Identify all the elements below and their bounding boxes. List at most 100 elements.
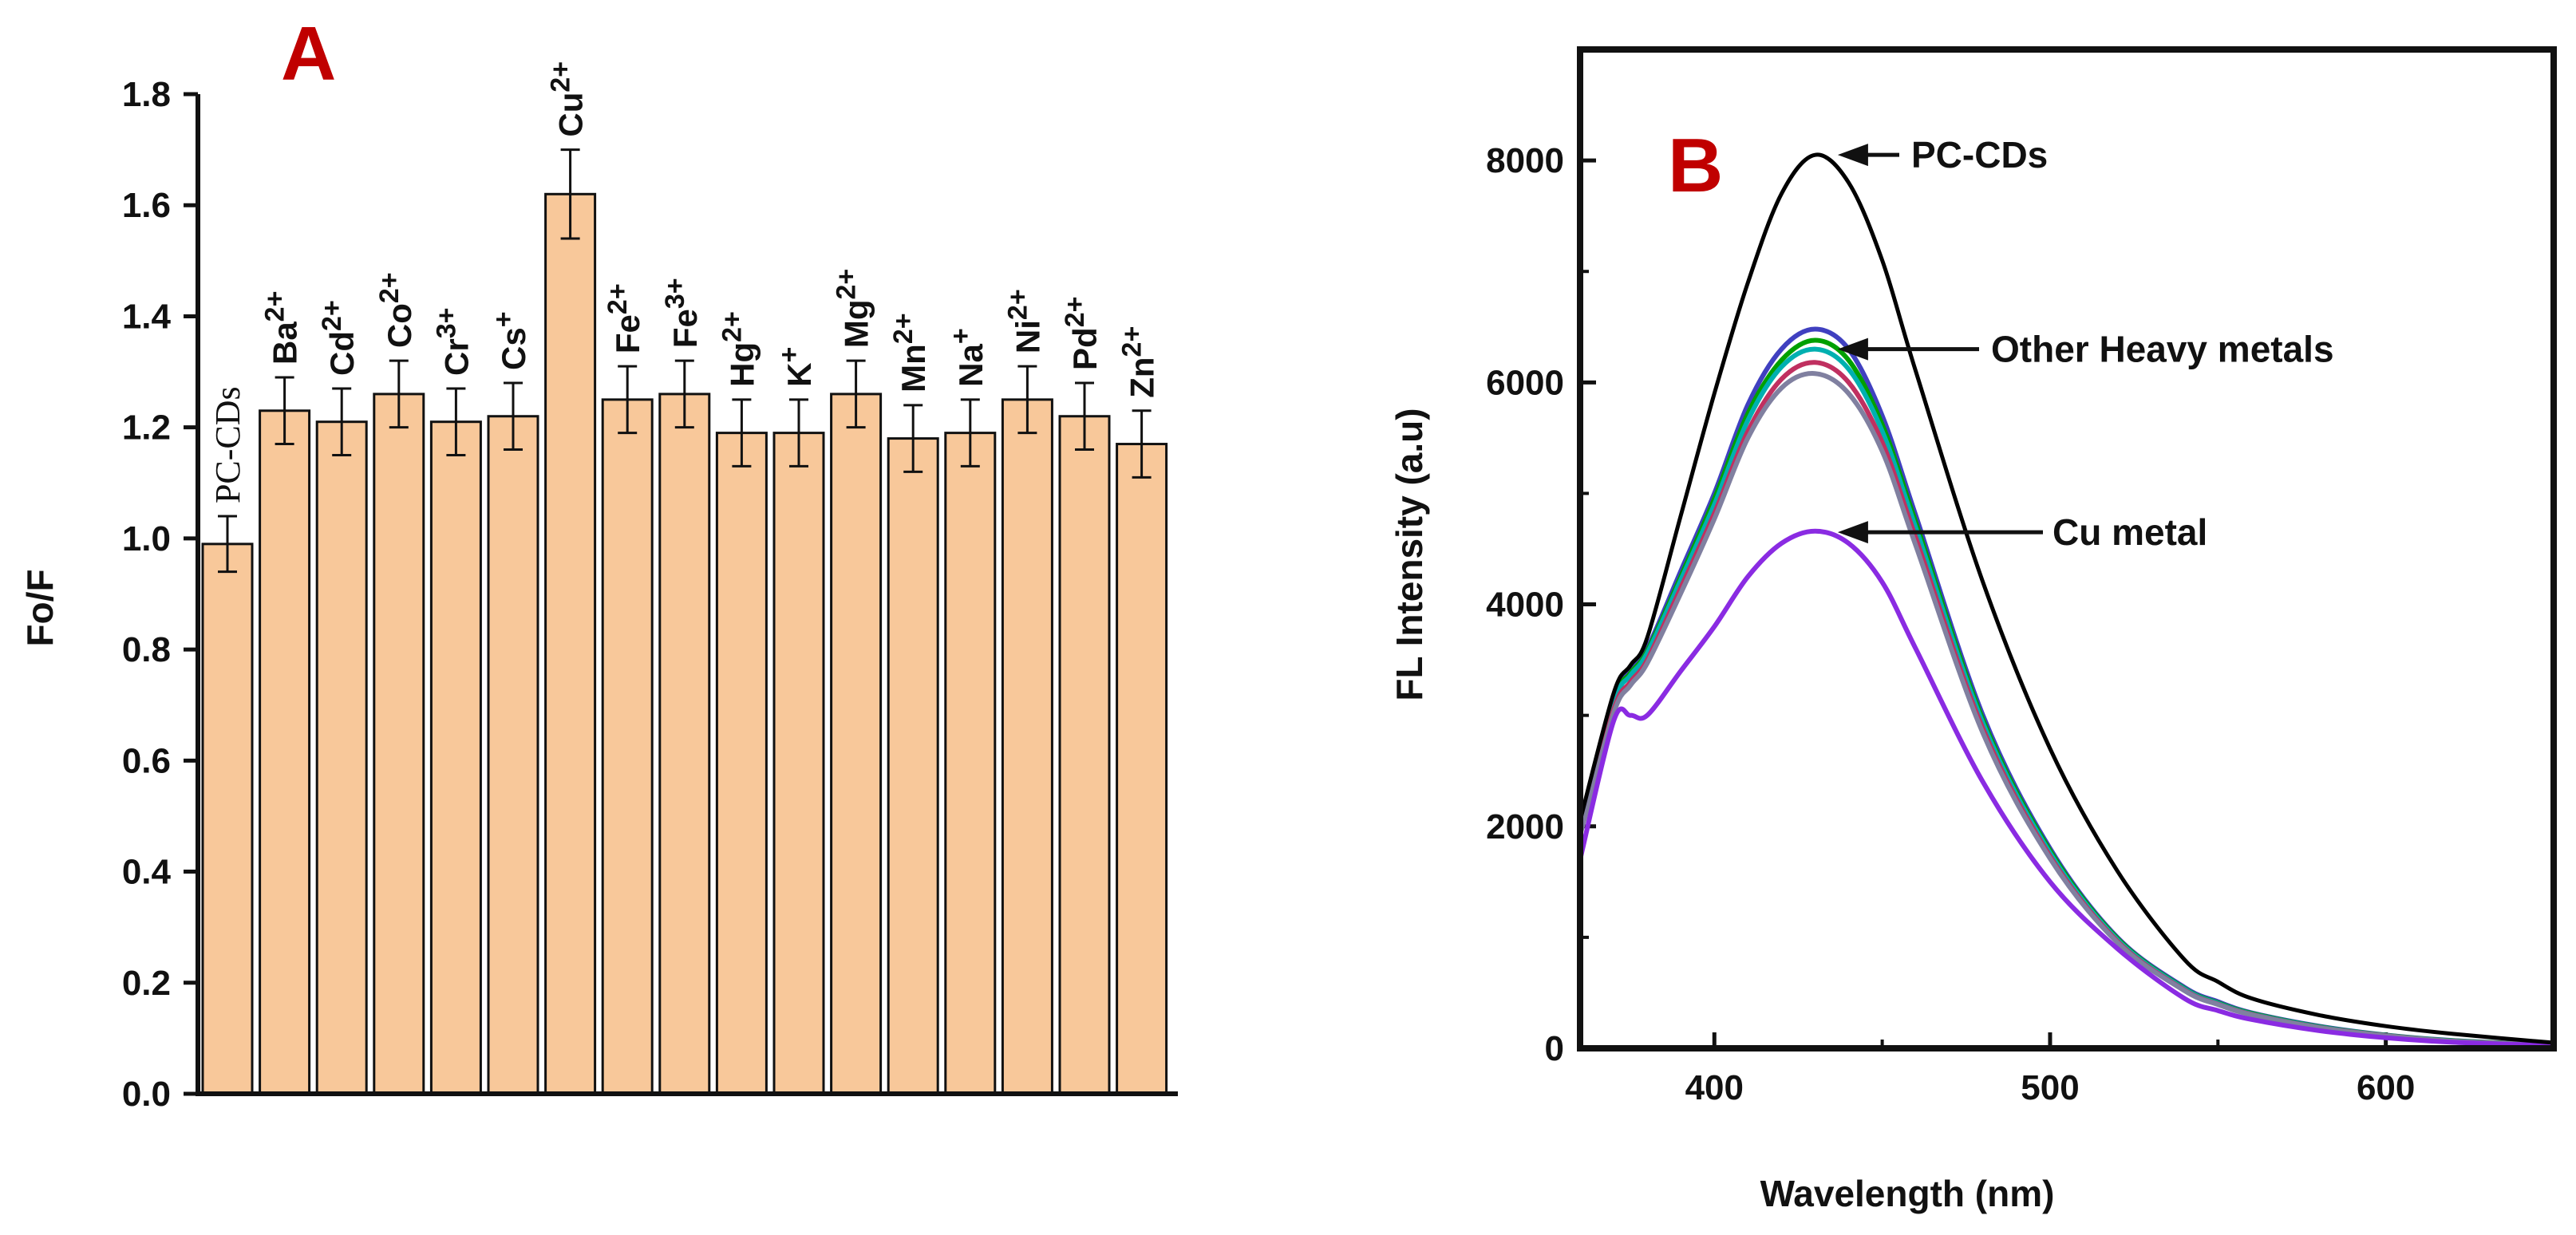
bar (887, 437, 939, 1095)
category-label-charge: + (946, 328, 976, 344)
category-label: Mn2+ (888, 313, 932, 392)
category-label-base: Cd (323, 331, 361, 376)
category-label: Fe3+ (660, 278, 704, 348)
category-label-base: Ba (267, 322, 304, 365)
panel-a-y-tick-label: 1.4 (122, 297, 172, 336)
category-label-base: Hg (723, 342, 761, 387)
annotation-arrow-head (1837, 521, 1868, 544)
panel-a-y-tick-label: 1.8 (122, 75, 171, 114)
panel-b-x-tick-label: 400 (1685, 1068, 1744, 1107)
category-label-base: Cr (437, 338, 475, 376)
annotation-label: Cu metal (2053, 511, 2207, 553)
panel-b-y-tick-label: 2000 (1486, 807, 1564, 846)
panel-a-y-tick-label: 0.0 (122, 1075, 171, 1114)
bar (944, 432, 997, 1095)
category-label: Cr3+ (431, 307, 475, 375)
panel-b-plot-frame (1577, 46, 2557, 1052)
category-label-charge: 2+ (717, 311, 747, 342)
panel-b-y-tick-label: 6000 (1486, 363, 1564, 402)
annotation-label: Other Heavy metals (1991, 329, 2334, 370)
category-label-base: Fe (609, 314, 646, 353)
bar (315, 420, 368, 1095)
category-label-charge: 2+ (888, 313, 919, 344)
panel-a-y-tick-label: 1.0 (122, 519, 171, 558)
category-label-base: Fe (666, 309, 704, 348)
panel-b-label: B (1668, 123, 1723, 208)
bar (830, 393, 883, 1095)
category-label: PC-CDs (208, 386, 247, 503)
category-label-charge: 2+ (260, 291, 290, 322)
bar (772, 432, 825, 1095)
category-label: Zn2+ (1117, 326, 1161, 398)
bar (201, 543, 254, 1095)
category-label-base: Na (952, 344, 990, 387)
annotation-arrow-head (1837, 144, 1868, 167)
category-label: K+ (774, 347, 818, 387)
category-label-charge: 2+ (832, 269, 862, 300)
bar (544, 192, 597, 1095)
panel-b-x-axis-title: Wavelength (nm) (1760, 1173, 2055, 1214)
annotation-label: PC-CDs (1911, 134, 2048, 176)
series-line-pc-cds (1578, 152, 2554, 1045)
category-label-charge: 2+ (603, 283, 633, 314)
panel-b-y-tick-label: 0 (1545, 1029, 1564, 1068)
category-label: Pd2+ (1060, 297, 1104, 370)
panel-b-y-axis-title: FL Intensity (a.u) (1389, 408, 1430, 700)
panel-b-y-tick-label: 4000 (1486, 586, 1564, 625)
category-label: Co2+ (374, 272, 418, 348)
series-line-cu-metal (1578, 528, 2554, 1048)
category-label: Fe2+ (603, 283, 646, 353)
bar (715, 432, 768, 1095)
bar (259, 409, 311, 1095)
bar (1116, 443, 1168, 1095)
bar (658, 393, 711, 1095)
series-line-heavy-metal (1578, 371, 2554, 1048)
category-label-charge: 2+ (1002, 289, 1033, 320)
series-line-heavy-metal (1578, 346, 2554, 1048)
category-label-base: Co (381, 303, 418, 348)
panel-a-label: A (281, 11, 336, 97)
panel-a-y-tick-label: 0.6 (122, 741, 171, 780)
panel-b-x-tick-label: 500 (2021, 1068, 2079, 1107)
panel-a-y-tick-label: 1.2 (122, 408, 171, 448)
category-label-charge: 2+ (1060, 297, 1090, 328)
category-label-base: Ni (1009, 320, 1046, 353)
bar (487, 415, 539, 1095)
category-label: Cs+ (488, 311, 532, 370)
category-label-charge: 3+ (660, 278, 690, 309)
category-label-base: Zn (1124, 357, 1161, 397)
category-label-base: Mn (895, 344, 932, 393)
category-label: Na+ (946, 328, 990, 387)
category-label-base: K (780, 363, 818, 387)
bar (373, 393, 425, 1095)
category-label-charge: 2+ (546, 61, 576, 93)
category-label-charge: 2+ (317, 300, 347, 331)
category-label-charge: + (774, 347, 804, 363)
bar (1058, 415, 1111, 1095)
panel-a-y-tick-label: 0.4 (122, 853, 172, 892)
series-line-heavy-metal (1578, 326, 2554, 1048)
bar (601, 398, 654, 1095)
category-label-charge: 3+ (431, 307, 461, 338)
category-label: Ba2+ (260, 291, 304, 365)
series-line-heavy-metal (1578, 337, 2554, 1048)
category-label-base: Cs (495, 327, 532, 370)
category-label-charge: + (488, 311, 519, 327)
category-label-base: Mg (838, 299, 875, 348)
panel-b-y-tick-label: 8000 (1486, 141, 1564, 180)
panel-b-x-tick-label: 600 (2357, 1068, 2415, 1107)
category-label: Cu2+ (546, 61, 590, 137)
annotation-arrow-head (1837, 337, 1868, 361)
bar (429, 420, 482, 1095)
panel-a-y-axis-title: Fo/F (19, 569, 61, 646)
panel-b-line-chart: B FL Intensity (a.u) Wavelength (nm) 0 20… (1389, 46, 2557, 1214)
panel-a-y-tick-label: 0.8 (122, 630, 171, 669)
category-label: Hg2+ (717, 311, 761, 387)
panel-a-y-tick-label: 1.6 (122, 186, 171, 225)
category-label-base: Pd (1066, 327, 1104, 370)
category-label: Ni2+ (1002, 289, 1046, 353)
bar (1001, 398, 1053, 1095)
panel-a-y-tick-label: 0.2 (122, 964, 171, 1003)
category-label-base: Cu (552, 93, 590, 137)
